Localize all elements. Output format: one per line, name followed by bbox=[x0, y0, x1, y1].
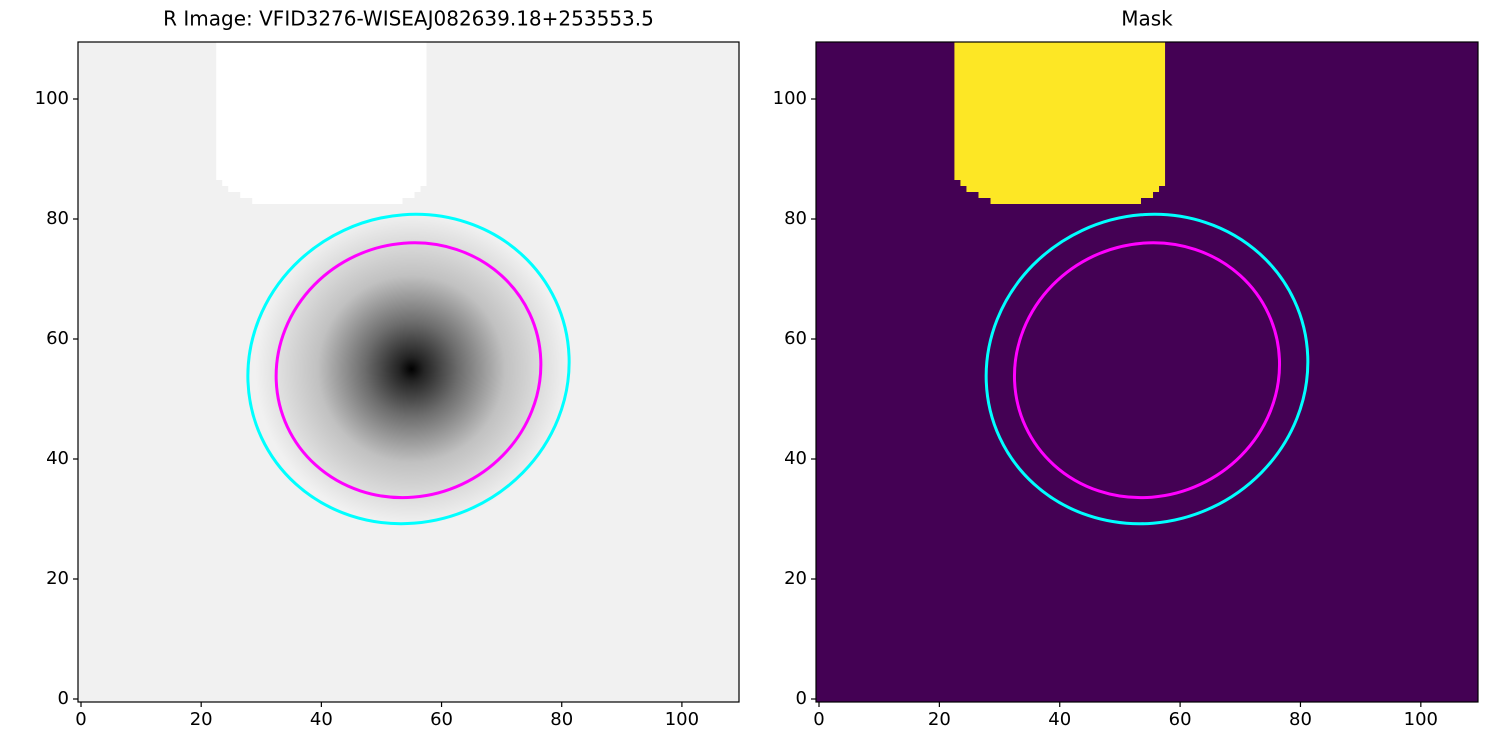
y-tick-label: 40 bbox=[46, 448, 69, 469]
y-tick-label: 100 bbox=[35, 88, 69, 109]
masked-region bbox=[216, 42, 427, 204]
x-tick-label: 80 bbox=[550, 709, 573, 730]
x-tick-label: 0 bbox=[75, 709, 86, 730]
axes-frame bbox=[77, 41, 740, 703]
aperture-ellipse bbox=[274, 241, 543, 500]
x-tick-label: 100 bbox=[1404, 709, 1438, 730]
y-tick-label: 60 bbox=[784, 328, 807, 349]
y-tick-label: 100 bbox=[773, 88, 807, 109]
x-tick-label: 20 bbox=[928, 709, 951, 730]
y-tick-label: 80 bbox=[46, 208, 69, 229]
y-tick-label: 0 bbox=[796, 688, 807, 709]
y-tick-label: 60 bbox=[46, 328, 69, 349]
panel-title: R Image: VFID3276-WISEAJ082639.18+253553… bbox=[163, 7, 654, 31]
plot-area bbox=[816, 42, 1478, 702]
galaxy bbox=[255, 213, 568, 525]
y-tick-label: 0 bbox=[58, 688, 69, 709]
y-tick-label: 20 bbox=[46, 568, 69, 589]
y-tick-label: 80 bbox=[784, 208, 807, 229]
x-tick-label: 0 bbox=[813, 709, 824, 730]
x-tick-label: 60 bbox=[430, 709, 453, 730]
x-tick-label: 60 bbox=[1169, 709, 1192, 730]
aperture-ellipse bbox=[1012, 241, 1282, 500]
y-tick-label: 20 bbox=[784, 568, 807, 589]
x-tick-label: 40 bbox=[1048, 709, 1071, 730]
plot-area bbox=[78, 42, 739, 702]
aperture-ellipse bbox=[246, 212, 571, 526]
x-tick-label: 100 bbox=[665, 709, 699, 730]
x-tick-label: 20 bbox=[190, 709, 213, 730]
x-tick-label: 40 bbox=[310, 709, 333, 730]
panel-title: Mask bbox=[1121, 7, 1173, 31]
x-tick-label: 80 bbox=[1289, 709, 1312, 730]
aperture-ellipse bbox=[984, 212, 1310, 526]
axes-frame bbox=[815, 41, 1479, 703]
masked-region bbox=[954, 42, 1166, 204]
y-tick-label: 40 bbox=[784, 448, 807, 469]
